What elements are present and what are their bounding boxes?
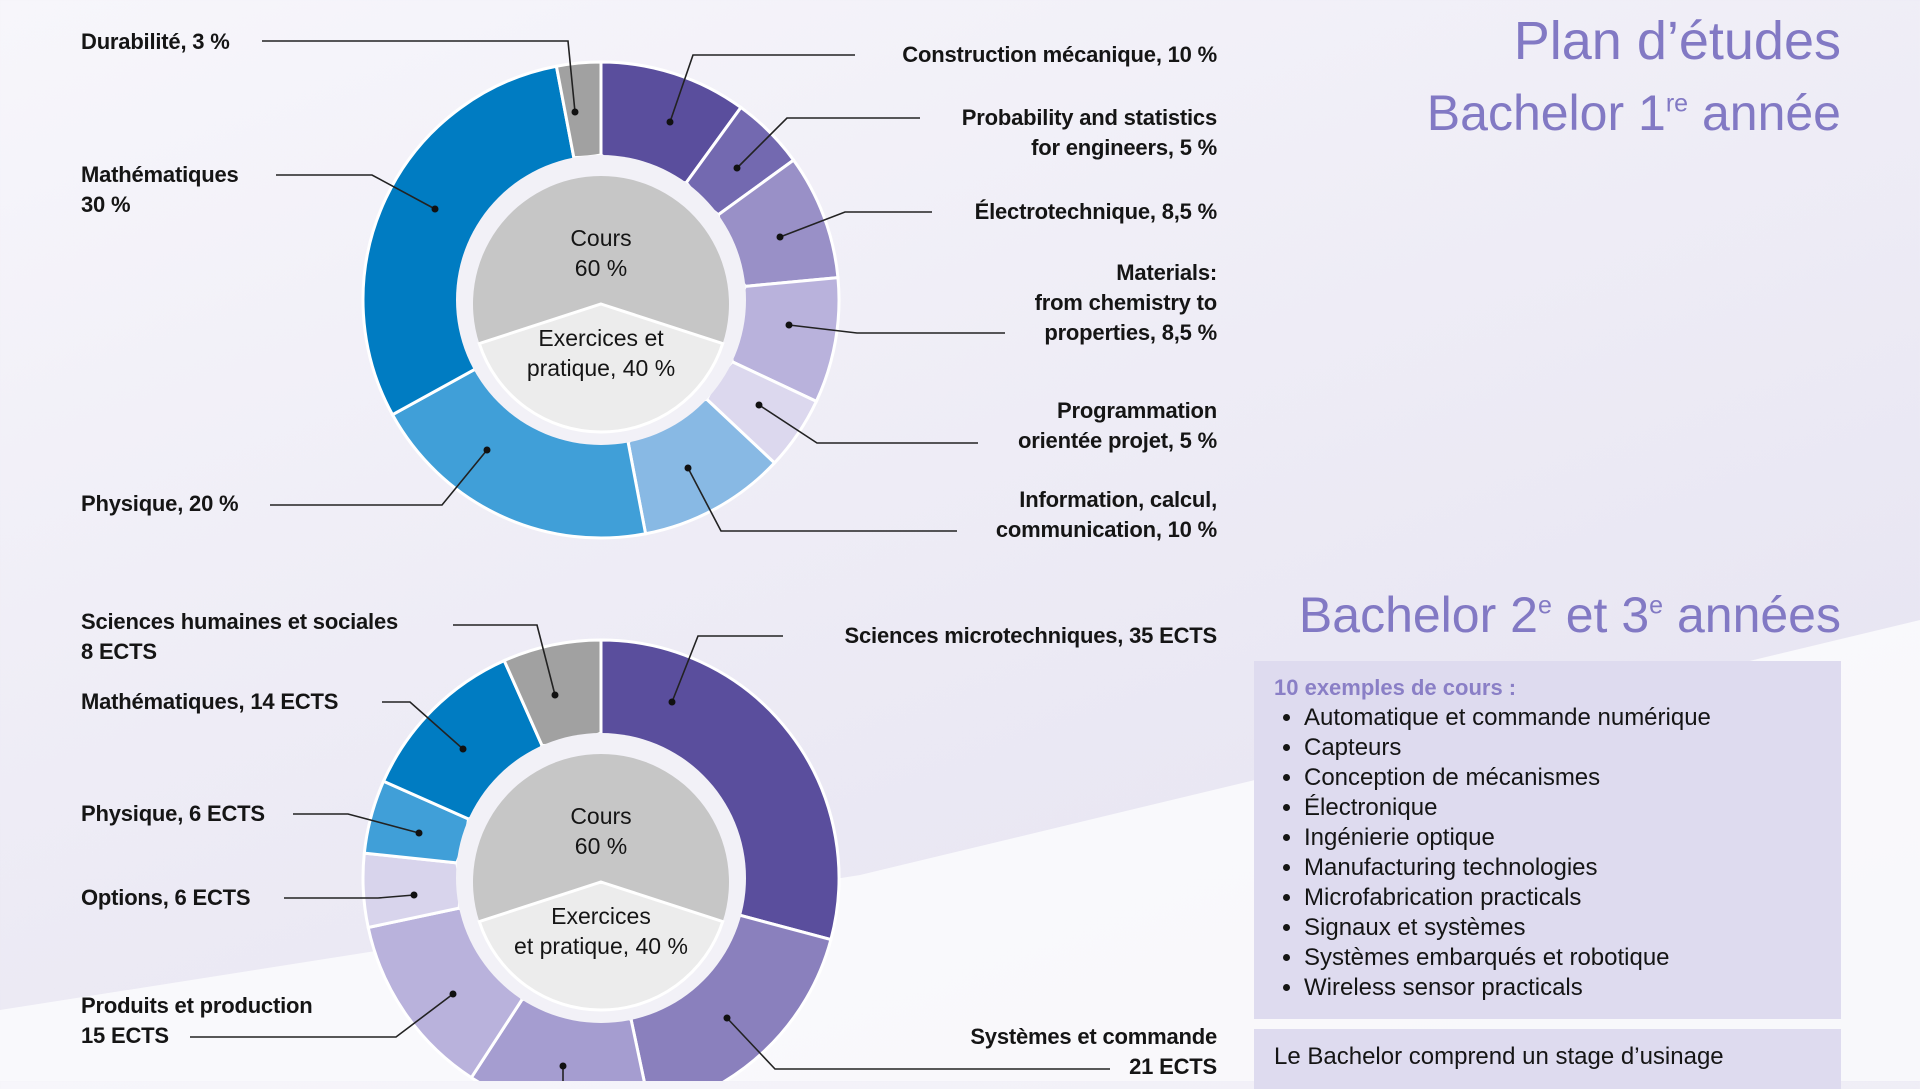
title-year23-sup2: e <box>1649 591 1664 620</box>
course-item: Signaux et systèmes <box>1304 913 1821 943</box>
leader-dot <box>684 464 692 472</box>
label-systemes: Systèmes et commande 21 ECTS <box>970 1024 1217 1079</box>
leader-dot <box>571 108 579 116</box>
label-programmation: Programmation orientée projet, 5 % <box>1018 398 1217 453</box>
label-physique-ects: Physique, 6 ECTS <box>81 801 265 826</box>
leader-line <box>270 449 488 506</box>
title-year1-after: année <box>1688 85 1841 141</box>
label-sciences-micro: Sciences microtechniques, 35 ECTS <box>844 623 1218 648</box>
course-item: Systèmes embarqués et robotique <box>1304 943 1821 973</box>
leader-dot <box>410 891 418 899</box>
course-item: Ingénierie optique <box>1304 823 1821 853</box>
label-information: Information, calcul, communication, 10 % <box>995 487 1217 542</box>
label-electrotechnique: Électrotechnique, 8,5 % <box>974 199 1218 224</box>
leader-dot <box>785 321 793 329</box>
leader-line <box>382 701 464 750</box>
leader-line <box>453 624 556 696</box>
note-box: Le Bachelor comprend un stage d’usinage <box>1254 1029 1841 1089</box>
label-shs: Sciences humaines et sociales 8 ECTS <box>81 609 399 664</box>
leader-dot <box>559 1062 567 1070</box>
courses-heading: 10 exemples de cours : <box>1274 675 1517 700</box>
course-item: Wireless sensor practicals <box>1304 973 1821 1003</box>
page-title: Plan d’études <box>1513 11 1841 71</box>
inner-label-exercices: Exercices et pratique, 40 % <box>527 325 675 381</box>
leader-line <box>671 635 783 703</box>
leader-dot <box>415 829 423 837</box>
label-durabilite: Durabilité, 3 % <box>81 29 230 54</box>
title-year1-text: Bachelor 1 <box>1426 85 1666 141</box>
course-item: Électronique <box>1304 793 1821 823</box>
leader-line <box>284 894 415 899</box>
title-year23-sup1: e <box>1537 591 1552 620</box>
leader-line <box>293 813 420 834</box>
title-year23: Bachelor 2e et 3e années <box>1299 586 1841 644</box>
leader-line <box>190 993 454 1038</box>
label-construction: Construction mécanique, 10 % <box>902 42 1217 67</box>
title-year1-sup: re <box>1665 89 1689 118</box>
leader-line <box>669 54 855 123</box>
leader-dot <box>449 990 457 998</box>
title-year23-after: années <box>1663 587 1841 643</box>
leader-dot <box>776 233 784 241</box>
leader-line <box>779 211 932 238</box>
leader-line <box>758 404 978 444</box>
inner-slice-cours <box>473 754 729 922</box>
leader-dot <box>723 1014 731 1022</box>
leader-dot <box>551 691 559 699</box>
title-year1: Bachelor 1re année <box>1427 84 1841 142</box>
label-mathematiques-ects: Mathématiques, 14 ECTS <box>81 689 339 714</box>
leader-line <box>276 174 436 210</box>
leader-dot <box>733 164 741 172</box>
label-probability: Probability and statistics for engineers… <box>961 105 1217 160</box>
inner-slice-cours <box>473 175 729 344</box>
course-item: Automatique et commande numérique <box>1304 703 1821 733</box>
title-year23-text: Bachelor 2 <box>1298 587 1538 643</box>
inner-slice-exercices <box>477 880 725 1012</box>
label-materials: Materials: from chemistry to properties,… <box>1034 260 1218 345</box>
leader-line <box>687 467 957 532</box>
leader-line <box>726 1017 1110 1070</box>
leader-line <box>788 324 1005 334</box>
inner-slice-exercices <box>477 302 725 434</box>
label-produits: Produits et production 15 ECTS <box>81 993 313 1048</box>
leader-dot <box>755 401 763 409</box>
course-item: Conception de mécanismes <box>1304 763 1821 793</box>
courses-list: Automatique et commande numériqueCapteur… <box>1274 703 1821 1003</box>
note-text: Le Bachelor comprend un stage d’usinage <box>1274 1043 1724 1070</box>
course-item: Microfabrication practicals <box>1304 883 1821 913</box>
title-year23-mid: et 3 <box>1551 587 1650 643</box>
label-mathematiques: Mathématiques 30 % <box>81 162 239 217</box>
label-options: Options, 6 ECTS <box>81 885 251 910</box>
inner-label-cours: Cours 60 % <box>570 225 631 281</box>
course-item: Capteurs <box>1304 733 1821 763</box>
inner-label-cours: Cours 60 % <box>570 803 631 859</box>
leader-dot <box>666 118 674 126</box>
inner-label-exercices: Exercices et pratique, 40 % <box>514 903 688 959</box>
leader-dot <box>668 698 676 706</box>
leader-line <box>736 117 920 169</box>
leader-dot <box>483 446 491 454</box>
leader-dot <box>459 745 467 753</box>
label-physique: Physique, 20 % <box>81 491 239 516</box>
leader-line <box>262 40 576 113</box>
course-item: Manufacturing technologies <box>1304 853 1821 883</box>
courses-box: 10 exemples de cours : Automatique et co… <box>1254 661 1841 1019</box>
leader-dot <box>431 205 439 213</box>
